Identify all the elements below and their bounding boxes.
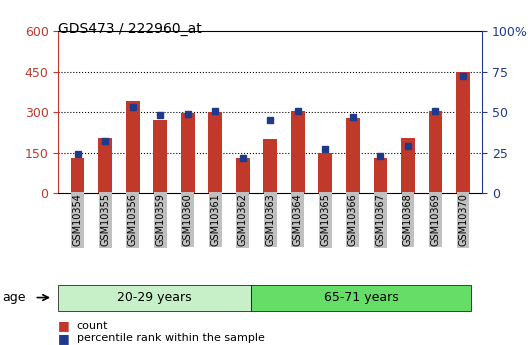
Text: GSM10356: GSM10356 [128, 193, 138, 246]
Bar [429, 111, 443, 193]
Text: GSM10366: GSM10366 [348, 193, 358, 246]
Text: GSM10361: GSM10361 [210, 193, 220, 246]
Text: GSM10354: GSM10354 [73, 193, 83, 246]
Bar [319, 152, 332, 193]
Text: GSM10369: GSM10369 [430, 193, 440, 246]
Bar [263, 139, 277, 193]
Text: GSM10364: GSM10364 [293, 193, 303, 246]
Text: 65-71 years: 65-71 years [324, 291, 399, 304]
Bar [374, 158, 387, 193]
Text: GSM10365: GSM10365 [320, 193, 330, 246]
Bar [456, 71, 470, 193]
Text: GDS473 / 222960_at: GDS473 / 222960_at [58, 22, 202, 37]
Bar [98, 138, 112, 193]
Bar [208, 112, 222, 193]
Bar [291, 111, 305, 193]
Bar [346, 118, 360, 193]
Bar [70, 158, 84, 193]
Text: GSM10355: GSM10355 [100, 193, 110, 246]
Text: ■: ■ [58, 319, 70, 333]
Text: GSM10360: GSM10360 [183, 193, 193, 246]
Text: GSM10359: GSM10359 [155, 193, 165, 246]
Text: GSM10363: GSM10363 [266, 193, 275, 246]
Text: age: age [3, 291, 26, 304]
Text: GSM10368: GSM10368 [403, 193, 413, 246]
Text: count: count [77, 321, 108, 331]
Text: 20-29 years: 20-29 years [117, 291, 192, 304]
Text: percentile rank within the sample: percentile rank within the sample [77, 333, 264, 343]
Bar [236, 158, 250, 193]
Text: ■: ■ [58, 332, 70, 345]
Bar [181, 114, 195, 193]
Bar [401, 138, 415, 193]
Bar [126, 101, 139, 193]
Text: GSM10362: GSM10362 [238, 193, 248, 246]
Text: GSM10370: GSM10370 [458, 193, 468, 246]
Text: GSM10367: GSM10367 [375, 193, 385, 246]
Bar [153, 120, 167, 193]
